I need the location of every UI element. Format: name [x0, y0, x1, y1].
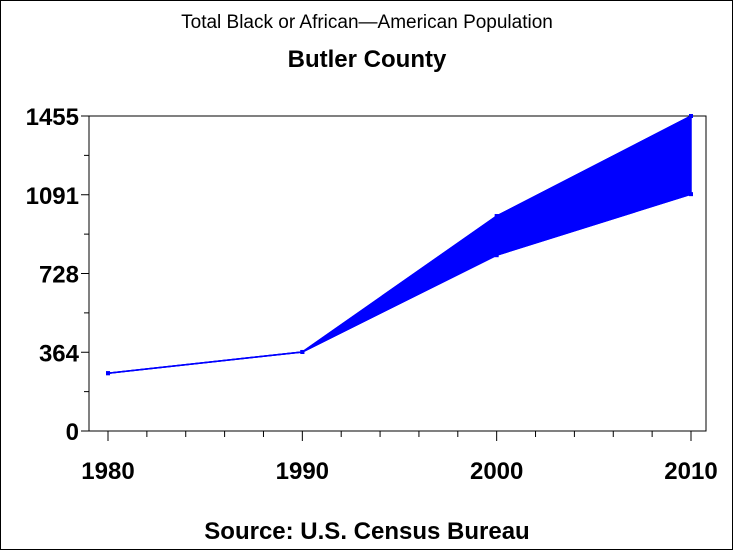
data-point-lower: [300, 349, 305, 354]
data-point-upper: [689, 114, 693, 118]
chart-subtitle: Butler County: [288, 46, 447, 73]
x-tick-label: 2000: [470, 458, 523, 485]
range-band: [107, 114, 692, 374]
y-tick-label: 1091: [26, 183, 79, 210]
x-tick-label: 1990: [276, 458, 329, 485]
y-tick-label: 728: [39, 262, 79, 289]
data-point-lower: [689, 192, 693, 197]
chart-footnote: Source: U.S. Census Bureau: [204, 518, 529, 545]
x-tick-label: 1980: [81, 458, 134, 485]
series-line-lower: [107, 193, 692, 374]
data-point-lower: [106, 371, 110, 376]
y-tick-label: 1455: [26, 104, 79, 131]
series-line-upper: [107, 115, 692, 374]
y-tick-label: 364: [39, 340, 80, 367]
data-point-lower: [494, 253, 499, 258]
chart-title: Total Black or African—American Populati…: [181, 12, 553, 33]
y-tick-label: 0: [66, 419, 79, 446]
x-tick-label: 2010: [664, 458, 717, 485]
data-point-upper: [494, 214, 499, 219]
